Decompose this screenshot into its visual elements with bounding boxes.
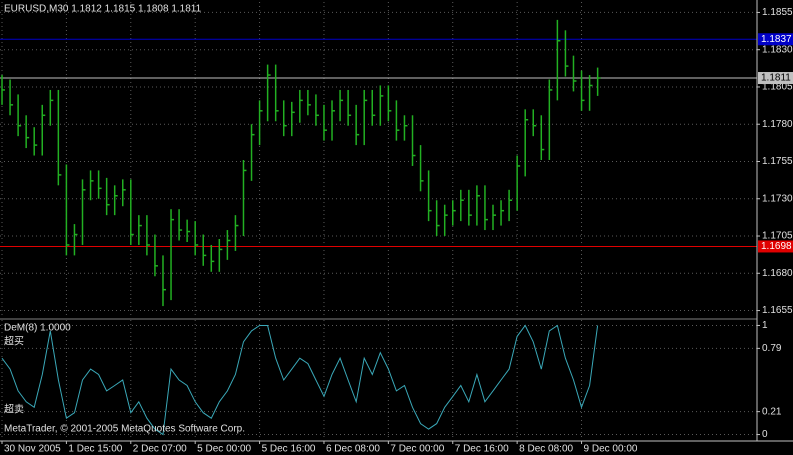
price-level-box — [758, 72, 793, 85]
x-tick-label: 8 Dec 08:00 — [519, 444, 573, 455]
x-tick-label: 1 Dec 15:00 — [68, 444, 122, 455]
y-tick-label: 1.1705 — [762, 231, 793, 242]
oversold-label: 超卖 — [4, 403, 24, 416]
y-tick-label: 1.1730 — [762, 193, 793, 204]
price-level-label: 1.1811 — [761, 73, 791, 84]
y-tick-label: 1 — [762, 320, 768, 331]
x-tick-label: 5 Dec 16:00 — [262, 444, 316, 455]
y-tick-label: 1.1830 — [762, 44, 793, 55]
indicator-title: DeM(8) 1.0000 — [4, 323, 71, 334]
y-tick-label: 0.79 — [762, 343, 782, 354]
plot-layer — [0, 2, 757, 440]
x-tick-label: 5 Dec 00:00 — [197, 444, 251, 455]
y-tick-label: 1.1680 — [762, 268, 793, 279]
watermark: MetaTrader, © 2001-2005 MetaQuotes Softw… — [4, 424, 245, 435]
x-tick-label: 7 Dec 16:00 — [455, 444, 509, 455]
chart-title: EURUSD,M30 1.1812 1.1815 1.1808 1.1811 — [4, 4, 202, 15]
overbought-label: 超买 — [4, 335, 24, 348]
y-tick-label: 1.1655 — [762, 305, 793, 316]
price-level-label: 1.1698 — [761, 241, 792, 252]
x-tick-label: 7 Dec 00:00 — [390, 444, 444, 455]
x-tick-label: 9 Dec 00:00 — [584, 444, 638, 455]
price-level-label: 1.1837 — [761, 34, 792, 45]
x-tick-label: 30 Nov 2005 — [4, 444, 61, 455]
indicator-line — [1, 324, 599, 436]
y-tick-label: 0.21 — [762, 406, 782, 417]
y-tick-label: 1.1855 — [762, 7, 793, 18]
x-tick-label: 2 Dec 07:00 — [133, 444, 187, 455]
x-tick-label: 6 Dec 08:00 — [326, 444, 380, 455]
y-tick-label: 1.1780 — [762, 119, 793, 130]
y-tick-label: 0 — [762, 429, 768, 440]
price-level-box — [758, 240, 793, 253]
price-level-box — [758, 33, 793, 46]
y-tick-label: 1.1755 — [762, 156, 793, 167]
y-tick-label: 1.1805 — [762, 82, 793, 93]
